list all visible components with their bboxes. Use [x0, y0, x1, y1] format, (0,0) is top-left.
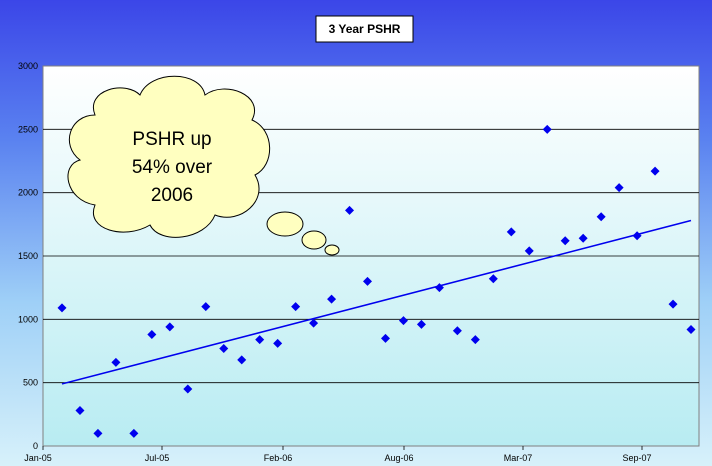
data-point [632, 231, 642, 241]
data-point [686, 324, 696, 334]
thought-circle-medium [301, 230, 327, 250]
x-tick-label: Mar-07 [504, 453, 533, 463]
data-point [614, 183, 624, 193]
data-point [668, 299, 678, 309]
x-tick-label: Jan-05 [24, 453, 52, 463]
annotation-line-3: 2006 [151, 185, 193, 206]
x-axis-ticks: Jan-05 Jul-05 Feb-06 Aug-06 Mar-07 Sep-07 [24, 446, 652, 463]
data-point [488, 274, 498, 284]
thought-circle-large [266, 211, 304, 237]
data-point [201, 302, 211, 312]
data-point [291, 302, 301, 312]
data-point [578, 233, 588, 243]
data-point [345, 205, 355, 215]
x-tick-label: Aug-06 [384, 453, 413, 463]
data-point [398, 316, 408, 326]
cloud-shape [67, 75, 271, 238]
data-point [416, 319, 426, 329]
data-point [129, 428, 139, 438]
x-tick-label: Jul-05 [145, 453, 170, 463]
x-tick-label: Sep-07 [622, 453, 651, 463]
data-point [542, 124, 552, 134]
data-point [434, 283, 444, 293]
data-point [147, 330, 157, 340]
data-point [452, 326, 462, 336]
data-point [165, 322, 175, 332]
data-point [524, 246, 534, 256]
y-tick-label: 500 [23, 378, 38, 388]
data-point [380, 333, 390, 343]
y-tick-label: 2000 [18, 188, 38, 198]
data-point [183, 384, 193, 394]
x-tick-label: Feb-06 [264, 453, 293, 463]
data-point [255, 335, 265, 345]
data-point [596, 212, 606, 222]
data-point [650, 166, 660, 176]
data-point [327, 294, 337, 304]
data-point [309, 318, 319, 328]
y-tick-label: 2500 [18, 124, 38, 134]
annotation-line-1: PSHR up [132, 129, 211, 150]
chart-title-box: 3 Year PSHR [315, 15, 414, 43]
y-tick-label: 0 [33, 441, 38, 451]
annotation-bubble: PSHR up 54% over 2006 [67, 75, 340, 256]
data-points [57, 124, 696, 438]
data-point [506, 227, 516, 237]
y-tick-label: 1000 [18, 314, 38, 324]
data-point [57, 303, 67, 313]
data-point [363, 276, 373, 286]
data-point [111, 357, 121, 367]
data-point [237, 355, 247, 365]
y-tick-label: 3000 [18, 61, 38, 71]
y-axis-ticks: 0 500 1000 1500 2000 2500 3000 [18, 61, 38, 451]
data-point [219, 343, 229, 353]
trendline [61, 219, 692, 385]
data-point [273, 338, 283, 348]
thought-circle-small [324, 244, 340, 256]
chart-title: 3 Year PSHR [329, 22, 401, 36]
data-point [75, 406, 85, 416]
data-point [93, 428, 103, 438]
data-point [470, 335, 480, 345]
data-point [560, 236, 570, 246]
y-tick-label: 1500 [18, 251, 38, 261]
annotation-line-2: 54% over [132, 157, 213, 178]
